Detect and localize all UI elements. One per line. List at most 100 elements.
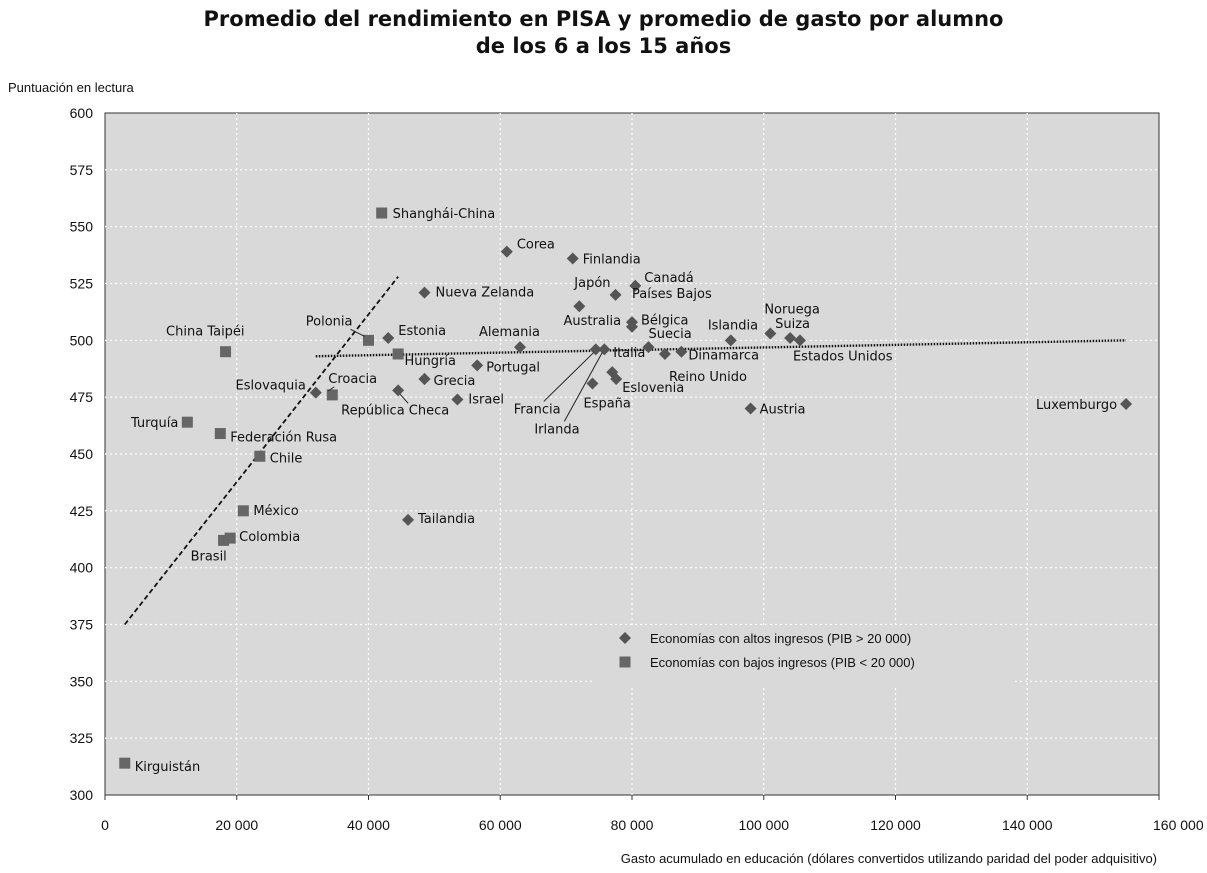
suecia-diamond-point — [642, 341, 655, 354]
trend-line-dotted — [315, 339, 1127, 358]
y-axis-title: Puntuación en lectura — [8, 80, 135, 95]
canada-diamond-point — [629, 279, 642, 292]
mexico-square-point — [237, 505, 249, 517]
label-noruega: Noruega — [764, 303, 819, 318]
francia-diamond-point — [589, 343, 602, 356]
chart-title-line-1: Promedio del rendimiento en PISA y prome… — [203, 7, 1004, 31]
y-tick-label: 300 — [70, 787, 94, 803]
trend-line-dashed — [124, 276, 399, 626]
x-tick-label: 60 000 — [479, 817, 522, 833]
y-tick-label: 375 — [70, 617, 94, 633]
croacia-square-point — [326, 389, 338, 401]
y-tick-label: 500 — [70, 332, 94, 348]
suiza-diamond-point — [784, 332, 797, 345]
label-finlandia: Finlandia — [583, 252, 641, 267]
alemania-diamond-point — [514, 341, 527, 354]
label-chile: Chile — [270, 451, 303, 466]
x-tick-label: 80 000 — [611, 817, 654, 833]
label-nueva-zelanda: Nueva Zelanda — [435, 286, 534, 301]
label-leader-lines — [327, 328, 603, 422]
colombia-square-point — [224, 532, 236, 544]
turquia-square-point — [181, 416, 193, 428]
label-islandia: Islandia — [708, 318, 758, 333]
label-austria: Austria — [760, 403, 806, 418]
israel-diamond-point — [451, 393, 464, 406]
label-brasil: Brasil — [191, 549, 227, 564]
y-tick-label: 325 — [70, 730, 94, 746]
finlandia-diamond-point — [566, 252, 579, 265]
label-federacion-rusa: Federación Rusa — [230, 431, 337, 446]
x-tick-label: 100 000 — [738, 817, 789, 833]
noruega-diamond-point — [764, 327, 777, 340]
label-dinamarca: Dinamarca — [688, 349, 759, 364]
data-points — [119, 207, 1133, 769]
austria-diamond-point — [744, 402, 757, 415]
shanghai-china-square-point — [376, 207, 388, 219]
eslovaquia-diamond-point — [309, 386, 322, 399]
label-israel: Israel — [468, 392, 504, 407]
label-alemania: Alemania — [479, 325, 540, 340]
label-turquia: Turquía — [130, 416, 178, 431]
label-suecia: Suecia — [648, 327, 691, 342]
estados-unidos-diamond-point — [793, 334, 806, 347]
leader-line-irlanda — [563, 352, 603, 422]
x-tick-label: 120 000 — [870, 817, 921, 833]
republica-checa-diamond-point — [392, 384, 405, 397]
leader-line-polonia — [350, 328, 365, 337]
label-shanghai-china: Shanghái-China — [393, 207, 496, 222]
brasil-square-point — [218, 534, 230, 546]
label-portugal: Portugal — [486, 360, 540, 375]
kirguistan-square-point — [119, 757, 131, 769]
label-mexico: México — [253, 504, 298, 519]
unlabeled-square-point — [392, 348, 404, 360]
y-tick-label: 450 — [70, 446, 94, 462]
label-espana: España — [583, 397, 630, 412]
espana-diamond-point — [586, 377, 599, 390]
label-belgica: Bélgica — [641, 314, 689, 329]
chart-title-line-2: de los 6 a los 15 años — [475, 34, 732, 58]
label-croacia: Croacia — [328, 372, 377, 387]
y-tick-label: 400 — [70, 560, 94, 576]
dinamarca-diamond-point — [675, 345, 688, 358]
y-axis-ticks: 300 325 350 375 400 425 450 475 500 525 550 575 600 — [70, 105, 94, 803]
legend-square-marker — [619, 656, 631, 668]
reino-unido-diamond-point — [658, 347, 671, 360]
label-estados-unidos: Estados Unidos — [793, 349, 893, 364]
label-irlanda: Irlanda — [534, 422, 579, 437]
label-francia: Francia — [514, 402, 561, 417]
leader-line-republica-checa — [399, 394, 409, 404]
grecia-diamond-point — [418, 372, 431, 385]
portugal-diamond-point — [471, 359, 484, 372]
belgica-diamond-point — [626, 320, 638, 333]
polonia-square-point — [363, 334, 374, 346]
label-corea: Corea — [517, 238, 555, 253]
x-tick-label: 40 000 — [347, 817, 390, 833]
tailandia-diamond-point — [402, 513, 415, 526]
label-grecia: Grecia — [433, 374, 475, 389]
estonia-diamond-point — [382, 332, 395, 345]
label-eslovaquia: Eslovaquia — [236, 379, 306, 394]
label-canada: Canadá — [644, 271, 693, 286]
label-reino-unido: Reino Unido — [669, 370, 747, 385]
legend-label-diamond: Economías con altos ingresos (PIB > 20 0… — [650, 631, 911, 646]
leader-line-croacia — [327, 386, 335, 392]
chart-title: Promedio del rendimiento en PISA y prome… — [0, 6, 1207, 60]
label-eslovenia: Eslovenia — [622, 381, 684, 396]
label-tailandia: Tailandia — [417, 512, 475, 527]
islandia-diamond-point — [724, 334, 737, 347]
y-tick-label: 600 — [70, 105, 94, 121]
trend-lines — [124, 276, 1127, 626]
corea-diamond-point — [500, 245, 513, 258]
grid-lines — [105, 113, 1159, 795]
x-axis-ticks: 0 20 000 40 000 60 000 80 000 100 000 120 000 1… — [101, 795, 1204, 833]
eslovenia-diamond-point — [610, 372, 623, 385]
y-tick-label: 350 — [70, 673, 94, 689]
label-republica-checa: República Checa — [341, 403, 449, 418]
x-tick-label: 0 — [101, 817, 109, 833]
legend-label-square: Economías con bajos ingresos (PIB < 20 0… — [650, 655, 915, 670]
chile-square-point — [254, 450, 266, 462]
y-tick-label: 575 — [70, 162, 94, 178]
luxemburgo-diamond-point — [1120, 397, 1133, 410]
label-italia: Italia — [613, 346, 645, 361]
